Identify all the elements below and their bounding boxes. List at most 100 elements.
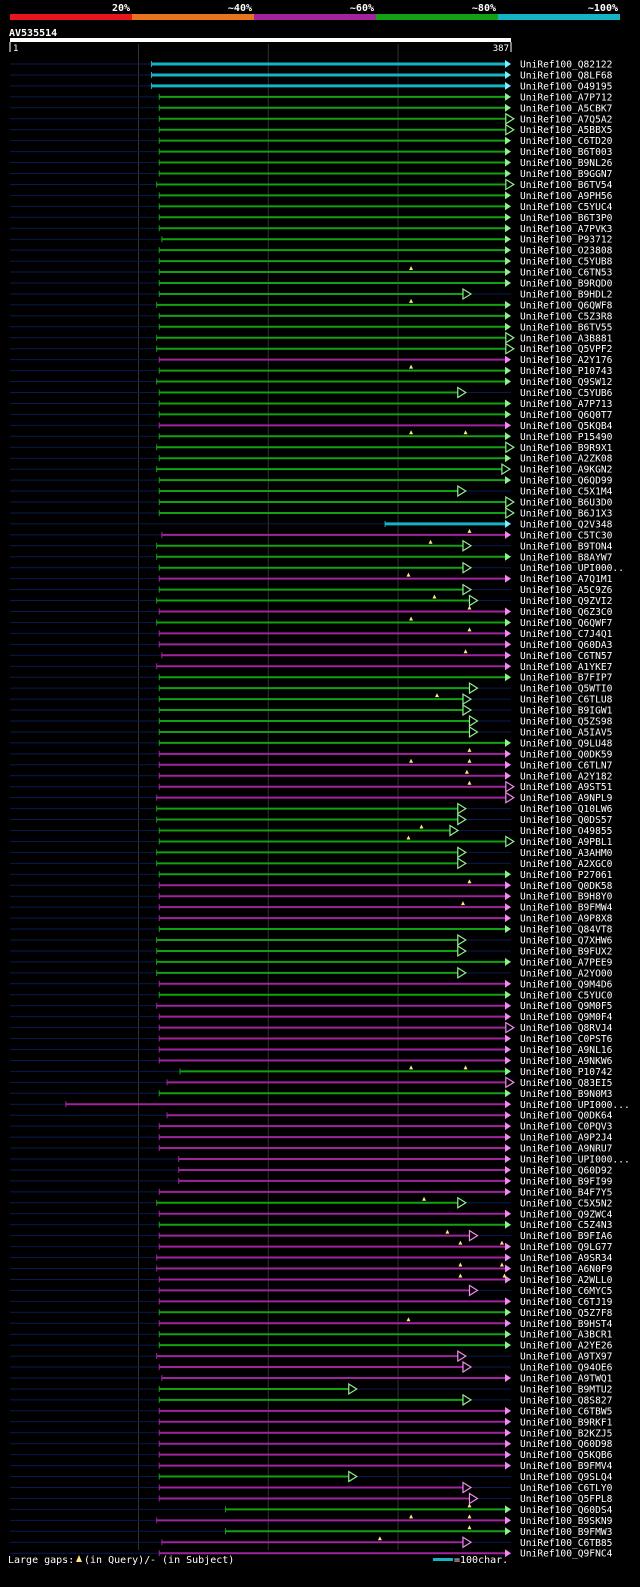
hit-arrowhead [457,1350,467,1363]
hit-row: UniRef100_C6TJ19 [10,1297,613,1308]
hit-label: UniRef100_B9FI99 [520,1176,613,1187]
hit-label: UniRef100_B6TV54 [520,180,613,191]
hit-label: UniRef100_A1YKE7 [520,662,613,673]
color-key-segment [376,14,498,20]
hit-arrowhead [462,1536,473,1549]
hit-arrowhead [505,92,511,101]
hit-label: UniRef100_B6T3P0 [520,213,613,224]
hit-label: UniRef100_UPI000... [520,1100,630,1111]
hit-label: UniRef100_A2YE26 [520,1341,613,1352]
query-start-label: 1 [13,44,18,54]
hit-label: UniRef100_A2YO00 [520,968,613,979]
hit-arrowhead [457,386,467,399]
hit-arrowhead [505,1122,511,1131]
hit-label: UniRef100_Q6Z3C0 [520,607,613,618]
hit-label: UniRef100_Q83EI5 [520,1078,612,1089]
color-key-label: 20% [112,3,130,14]
hit-row: UniRef100_Q9M4D6 [10,979,613,990]
color-key-segment [254,14,376,20]
query-gap-marker [422,1196,427,1201]
hit-label: UniRef100_C0PST6 [520,1034,613,1045]
hit-arrowhead [505,136,511,145]
hit-label: UniRef100_Q9M4D6 [520,979,613,990]
hit-arrowhead [505,1034,511,1043]
footer-in-query: (in Query)/ [84,1555,150,1566]
hit-row: UniRef100_B9FMV4 [10,1461,613,1472]
hit-label: UniRef100_C6TJ19 [520,1297,613,1308]
hit-row: UniRef100_A9NRU7 [10,1144,613,1155]
hit-arrowhead [505,738,511,747]
color-key-bar: 20% ~40% ~60% ~80% ~100% [10,3,620,20]
hit-row: UniRef100_Q8RVJ4 [10,1021,613,1034]
hit-row: UniRef100_C5X1M4 [10,484,613,498]
hit-label: UniRef100_A9P8X8 [520,914,613,925]
hit-arrowhead [505,749,511,758]
hit-arrowhead [505,1527,511,1536]
query-gap-marker [467,780,472,785]
hit-row: UniRef100_Q0DK58 [10,879,613,892]
hit-arrowhead [505,1253,511,1262]
hit-arrowhead [505,771,511,780]
hit-row: UniRef100_A9SR34 [10,1253,613,1264]
hit-row: UniRef100_B9FI99 [10,1176,613,1187]
hit-row: UniRef100_A2YE26 [10,1341,613,1352]
query-gap-marker [467,747,472,752]
hit-row: UniRef100_A7P713 [10,399,613,410]
hit-label: UniRef100_Q8LF68 [520,70,613,81]
hit-label: UniRef100_Q8S827 [520,1395,613,1406]
hit-arrowhead [462,1481,473,1494]
hit-row: UniRef100_Q60D92 [10,1165,612,1176]
hit-arrowhead [505,169,511,178]
query-gap-marker [445,1229,450,1234]
hit-label: UniRef100_A9P2J4 [520,1133,613,1144]
hit-row: UniRef100_A6N0F9 [10,1262,613,1275]
color-key-segment [498,14,620,20]
hit-arrowhead [505,311,511,320]
hit-label: UniRef100_A7Q1M1 [520,574,613,585]
hit-label: UniRef100_Q60DA3 [520,640,613,651]
hit-arrowhead [505,421,511,430]
hit-row: UniRef100_Q83EI5 [10,1076,612,1089]
hit-label: UniRef100_Q9ZVI2 [520,596,612,607]
query-gap-marker [463,430,468,435]
hit-row: UniRef100_A2Y176 [10,355,613,366]
hit-label: UniRef100_Q9M0F5 [520,1001,612,1012]
hit-arrowhead [468,714,479,728]
hit-rows: UniRef100_Q82122UniRef100_Q8LF68UniRef10… [10,60,630,1560]
hit-arrowhead [505,1406,511,1415]
hit-row: UniRef100_B8AYW7 [10,552,613,563]
query-gap-marker [435,693,440,698]
hit-arrowhead [468,1492,479,1505]
hit-row: UniRef100_Q60DS4 [10,1503,613,1516]
hit-arrowhead [468,682,479,695]
hit-label: UniRef100_O49195 [520,81,612,92]
hit-arrowhead [505,1187,511,1196]
hit-arrowhead [505,1045,511,1054]
hit-label: UniRef100_Q84VT8 [520,925,613,936]
hit-row: UniRef100_UPI000... [10,1155,630,1166]
hit-row: UniRef100_B9FUX2 [10,944,612,957]
query-gap-marker [458,1273,463,1278]
hit-row: UniRef100_P10743 [10,364,613,377]
hit-arrowhead [505,607,511,616]
footer-in-subject: - (in Subject) [150,1555,234,1566]
hit-row: UniRef100_A2WLL0 [10,1273,613,1286]
hit-label: UniRef100_B9TON4 [520,541,613,552]
hit-row: UniRef100_B9FMW3 [10,1525,613,1538]
hit-label: UniRef100_A2XGC0 [520,859,613,870]
hit-label: UniRef100_B9R9X1 [520,443,613,454]
hit-label: UniRef100_A9NPL9 [520,793,613,804]
hit-row: UniRef100_C5YUB6 [10,386,613,399]
hit-row: UniRef100_A9NL16 [10,1045,613,1056]
hit-row: UniRef100_UPI000.. [10,561,624,574]
hit-label: UniRef100_Q8RVJ4 [520,1023,613,1034]
color-key-segment [132,14,254,20]
hit-row: UniRef100_Q5WTI0 [10,682,613,695]
hit-arrowhead [449,824,460,837]
hit-arrowhead [348,1470,358,1483]
query-gap-marker [467,627,472,632]
hit-arrowhead [505,506,515,520]
hit-row: UniRef100_Q8LF68 [10,70,613,81]
hit-row: UniRef100_A1YKE7 [10,662,613,673]
hit-row: UniRef100_Q9FNC4 [10,1549,613,1560]
